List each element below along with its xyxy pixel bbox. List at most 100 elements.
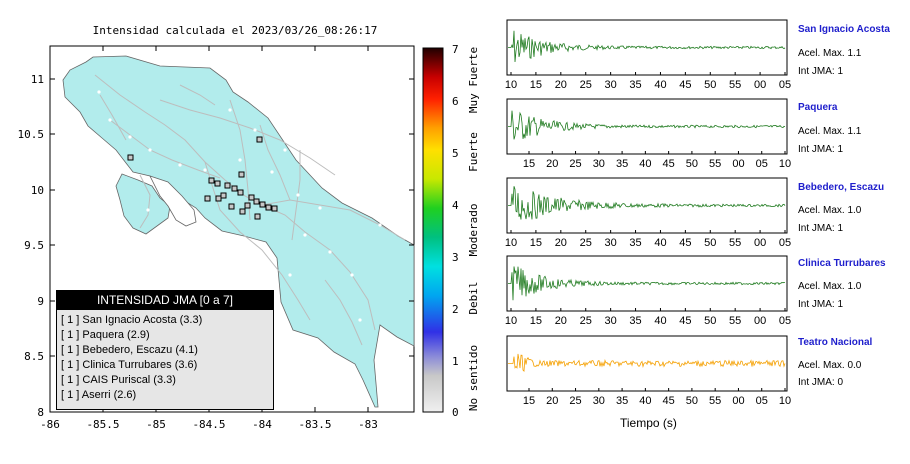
legend-list: [ 1 ] San Ignacio Acosta (3.3) [ 1 ] Paq…: [57, 313, 273, 403]
waveform-tick-label: 05: [779, 315, 791, 327]
waveform-tick-label: 25: [580, 79, 592, 91]
waveform-tick-label: 30: [605, 237, 617, 249]
waveform-int-jma: Int JMA: 1: [798, 66, 844, 77]
waveform-tick-label: 25: [569, 395, 581, 407]
colorbar-label-muy-fuerte: Muy Fuerte: [467, 47, 480, 113]
waveform-tick-label: 45: [679, 79, 691, 91]
waveform-tick-label: 20: [555, 315, 567, 327]
y-tick-label: 9.5: [24, 239, 44, 252]
waveform-tick-label: 20: [555, 79, 567, 91]
waveform-tick-label: 45: [663, 395, 675, 407]
y-tick-label: 10: [31, 184, 44, 197]
intensity-map-panel: Intensidad calculada el 2023/03/26_08:26…: [18, 24, 481, 431]
intensity-legend: INTENSIDAD JMA [0 a 7] [ 1 ] San Ignacio…: [56, 290, 274, 410]
y-tick-label: 8: [37, 406, 44, 419]
waveform-trace: [508, 110, 786, 140]
y-tick-label: 10.5: [18, 128, 45, 141]
legend-item: [ 1 ] Aserri (2.6): [61, 389, 137, 401]
waveform-tick-label: 50: [686, 395, 698, 407]
waveform-plots: 10 15 20 25 30 35 40 45 50 55 00 05 15 20 25 30 35 40 45 50…: [505, 19, 791, 407]
waveform-acel-max: Acel. Max. 1.0: [798, 281, 862, 292]
waveform-tick-label: 10: [505, 237, 517, 249]
colorbar-tick: 6: [452, 95, 459, 108]
waveform-tick-label: 20: [546, 158, 558, 170]
map-title: Intensidad calculada el 2023/03/26_08:26…: [92, 24, 378, 37]
legend-item: [ 1 ] CAIS Puriscal (3.3): [61, 374, 176, 386]
waveform-int-jma: Int JMA: 1: [798, 223, 844, 234]
waveform-tick-label: 50: [686, 158, 698, 170]
waveform-tick-label: 05: [756, 158, 768, 170]
waveform-tick-label: 50: [704, 315, 716, 327]
waveform-tick-label: 55: [709, 158, 721, 170]
waveform-int-jma: Int JMA: 0: [798, 377, 844, 388]
waveform-tick-label: 00: [732, 395, 744, 407]
waveform-plot: 15 20 25 30 35 40 45 50 55 00 05 10: [506, 335, 791, 407]
waveform-tick-label: 45: [663, 158, 675, 170]
x-tick-label: -85.5: [86, 418, 119, 431]
waveform-tick-label: 15: [530, 79, 542, 91]
waveform-trace: [508, 186, 786, 220]
waveform-trace: [508, 266, 785, 301]
x-tick-label: -85: [146, 418, 166, 431]
waveform-tick-label: 15: [530, 315, 542, 327]
waveform-int-jma: Int JMA: 1: [798, 144, 844, 155]
waveform-plot: 15 20 25 30 35 40 45 50 55 00 05 10: [506, 98, 791, 170]
waveform-acel-max: Acel. Max. 1.0: [798, 205, 862, 216]
waveform-station-name: Bebedero, Escazu: [798, 182, 885, 193]
waveform-tick-label: 10: [779, 395, 791, 407]
waveform-tick-label: 45: [679, 315, 691, 327]
colorbar-tick: 7: [452, 43, 459, 56]
intensity-colorbar: [422, 47, 444, 413]
y-tick-label: 9: [37, 295, 44, 308]
waveform-tick-label: 30: [593, 158, 605, 170]
waveform-tick-label: 15: [530, 237, 542, 249]
waveform-tick-label: 20: [546, 395, 558, 407]
waveform-station-name: San Ignacio Acosta: [798, 24, 890, 35]
waveform-tick-label: 25: [580, 237, 592, 249]
waveform-tick-label: 35: [629, 79, 641, 91]
waveform-tick-label: 00: [732, 158, 744, 170]
legend-item: [ 1 ] San Ignacio Acosta (3.3): [61, 314, 203, 326]
intensity-map: 11 10.5 10 9.5 9 8.5 8 -86 -85.5 -85 -84…: [18, 43, 481, 431]
waveform-tick-label: 35: [629, 237, 641, 249]
waveform-station-name: Teatro Nacional: [798, 337, 873, 348]
costa-rica-landmass: [62, 55, 415, 408]
waveform-tick-label: 40: [654, 79, 666, 91]
waveform-tick-label: 25: [580, 315, 592, 327]
waveform-acel-max: Acel. Max. 0.0: [798, 360, 862, 371]
waveform-tick-label: 35: [616, 158, 628, 170]
waveform-frame: [506, 98, 788, 155]
waveform-tick-label: 40: [639, 158, 651, 170]
waveform-tick-label: 55: [729, 79, 741, 91]
waveform-tick-label: 25: [569, 158, 581, 170]
waveform-tick-label: 00: [754, 315, 766, 327]
waveform-tick-label: 40: [654, 315, 666, 327]
waveform-tick-label: 10: [505, 315, 517, 327]
x-tick-label: -83.5: [298, 418, 331, 431]
colorbar-label-no-sentido: No sentido: [467, 345, 480, 411]
y-tick-label: 8.5: [24, 350, 44, 363]
waveform-panel: 10 15 20 25 30 35 40 45 50 55 00 05 15 20 25 30 35 40 45 50…: [490, 0, 910, 460]
colorbar-tick: 0: [452, 406, 459, 419]
waveform-trace: [508, 353, 786, 372]
x-tick-label: -84: [252, 418, 272, 431]
waveform-tick-label: 45: [679, 237, 691, 249]
waveform-tick-label: 55: [729, 315, 741, 327]
waveform-tick-label: 05: [779, 79, 791, 91]
waveform-plot: 10 15 20 25 30 35 40 45 50 55 00 05: [505, 19, 791, 91]
colorbar-label-moderado: Moderado: [467, 204, 480, 257]
waveform-tick-label: 00: [754, 237, 766, 249]
colorbar-tick: 2: [452, 303, 459, 316]
y-tick-label: 11: [31, 73, 44, 86]
time-axis-label: Tiempo (s): [620, 416, 677, 430]
waveform-tick-label: 15: [523, 395, 535, 407]
waveform-tick-label: 35: [616, 395, 628, 407]
waveform-tick-label: 50: [704, 237, 716, 249]
waveform-plot: 10 15 20 25 30 35 40 45 50 55 00 05: [505, 255, 791, 327]
colorbar-label-fuerte: Fuerte: [467, 132, 480, 172]
waveform-tick-label: 00: [754, 79, 766, 91]
x-tick-label: -84.5: [192, 418, 225, 431]
town-markers: [97, 90, 382, 322]
waveform-tick-label: 05: [756, 395, 768, 407]
waveform-tick-label: 30: [605, 79, 617, 91]
